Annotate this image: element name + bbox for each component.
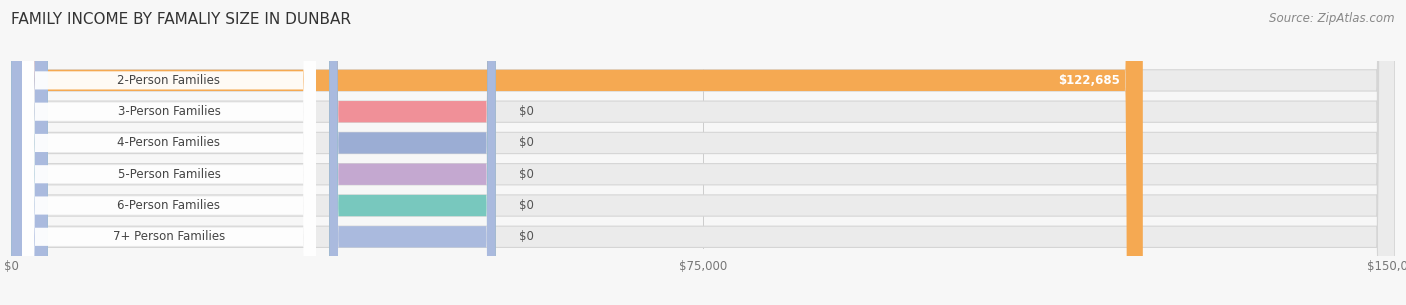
Text: 4-Person Families: 4-Person Families xyxy=(118,136,221,149)
Text: Source: ZipAtlas.com: Source: ZipAtlas.com xyxy=(1270,12,1395,25)
FancyBboxPatch shape xyxy=(11,0,1395,305)
Text: 6-Person Families: 6-Person Families xyxy=(118,199,221,212)
FancyBboxPatch shape xyxy=(22,0,315,305)
FancyBboxPatch shape xyxy=(11,0,48,305)
Text: 5-Person Families: 5-Person Families xyxy=(118,168,221,181)
FancyBboxPatch shape xyxy=(22,0,315,305)
FancyBboxPatch shape xyxy=(11,0,1395,305)
FancyBboxPatch shape xyxy=(329,0,495,305)
Text: $0: $0 xyxy=(519,136,533,149)
FancyBboxPatch shape xyxy=(22,0,315,305)
FancyBboxPatch shape xyxy=(329,0,495,305)
FancyBboxPatch shape xyxy=(11,0,1395,305)
FancyBboxPatch shape xyxy=(11,0,48,305)
FancyBboxPatch shape xyxy=(11,0,1395,305)
FancyBboxPatch shape xyxy=(11,0,48,305)
Text: 7+ Person Families: 7+ Person Families xyxy=(112,230,225,243)
Text: $0: $0 xyxy=(519,230,533,243)
Text: $0: $0 xyxy=(519,199,533,212)
FancyBboxPatch shape xyxy=(329,0,495,305)
FancyBboxPatch shape xyxy=(11,0,1395,305)
Text: FAMILY INCOME BY FAMALIY SIZE IN DUNBAR: FAMILY INCOME BY FAMALIY SIZE IN DUNBAR xyxy=(11,12,352,27)
Text: $122,685: $122,685 xyxy=(1057,74,1119,87)
FancyBboxPatch shape xyxy=(11,0,48,305)
Text: $0: $0 xyxy=(519,168,533,181)
FancyBboxPatch shape xyxy=(22,0,315,305)
FancyBboxPatch shape xyxy=(22,0,315,305)
FancyBboxPatch shape xyxy=(11,0,48,305)
Text: $0: $0 xyxy=(519,105,533,118)
FancyBboxPatch shape xyxy=(11,0,48,305)
FancyBboxPatch shape xyxy=(329,0,495,305)
FancyBboxPatch shape xyxy=(11,0,1143,305)
FancyBboxPatch shape xyxy=(11,0,1395,305)
Text: 3-Person Families: 3-Person Families xyxy=(118,105,221,118)
FancyBboxPatch shape xyxy=(22,0,315,305)
Text: 2-Person Families: 2-Person Families xyxy=(118,74,221,87)
FancyBboxPatch shape xyxy=(329,0,495,305)
